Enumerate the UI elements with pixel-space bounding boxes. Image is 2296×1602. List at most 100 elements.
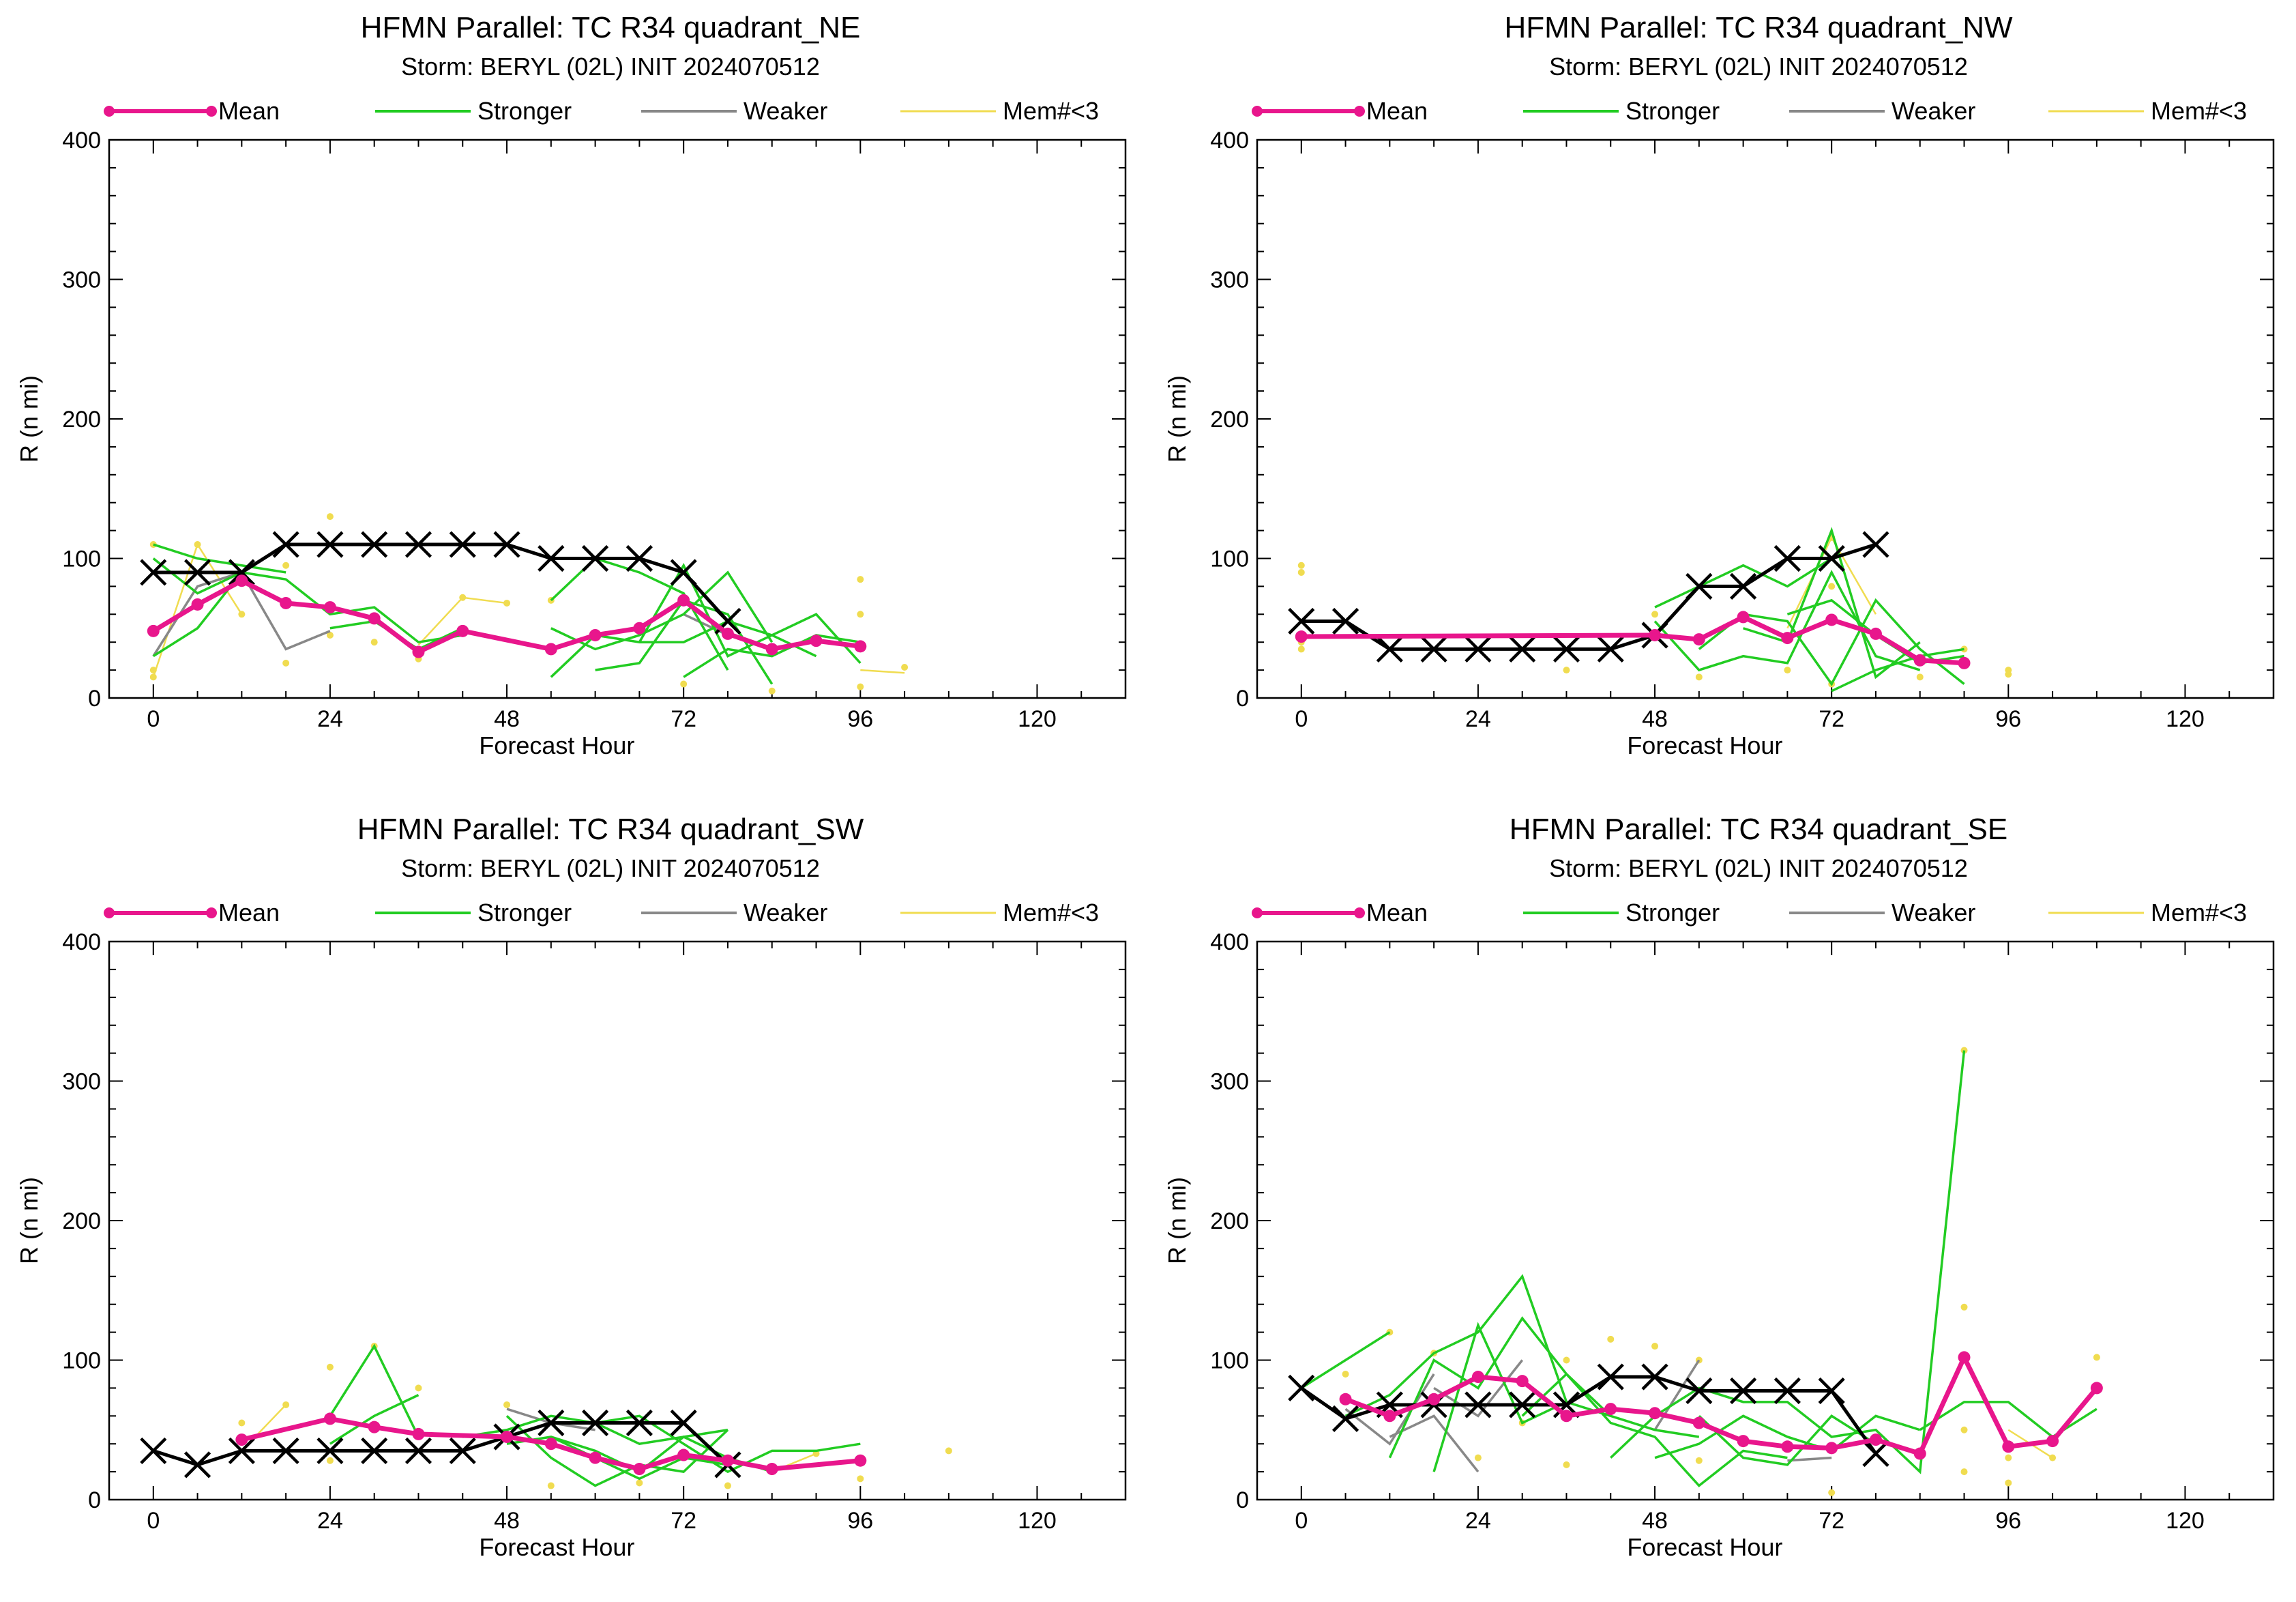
chart-legend: Mean Stronger Weaker Mem#<3 — [1252, 97, 2247, 125]
x-tick-label: 48 — [1642, 1508, 1668, 1534]
mean-line — [241, 1416, 861, 1472]
y-tick-label: 400 — [62, 929, 101, 955]
chart-subtitle: Storm: BERYL (02L) INIT 2024070512 — [401, 854, 820, 882]
obs-marker-0 — [1288, 607, 1315, 635]
few-member-point-12 — [503, 599, 511, 607]
obs-marker-13 — [1862, 531, 1889, 558]
stronger-member-line-4 — [1521, 1372, 1788, 1487]
mean-point-2 — [1692, 633, 1705, 646]
few-member-point-3 — [194, 541, 201, 549]
chart-legend: Mean Stronger Weaker Mem#<3 — [104, 899, 1099, 927]
y-tick-label: 400 — [62, 128, 101, 154]
few-member-point-12 — [1828, 1489, 1836, 1496]
mean-point-7 — [1913, 654, 1926, 667]
obs-marker-6 — [404, 1437, 432, 1465]
obs-marker-2 — [1376, 635, 1403, 663]
obs-marker-10 — [582, 1409, 609, 1437]
legend-marker-mean-end — [206, 106, 217, 117]
obs-marker-2 — [228, 1437, 255, 1465]
stronger-member-line-8 — [1698, 1414, 1876, 1466]
few-member-point-20 — [2049, 1454, 2057, 1461]
obs-line — [153, 1421, 729, 1467]
mean-point-2 — [235, 574, 248, 587]
stronger-member-line-7 — [1919, 1401, 2098, 1439]
few-member-point-11 — [1916, 673, 1924, 681]
axis-ticks — [1257, 139, 2274, 699]
mean-point-5 — [1825, 613, 1838, 626]
y-tick-label: 0 — [88, 1487, 101, 1513]
y-axis-label: R (n mi) — [1163, 1177, 1191, 1264]
mean-point-7 — [1649, 1407, 1662, 1420]
mean-point-12 — [721, 627, 734, 640]
obs-marker-12 — [670, 559, 697, 586]
mean-point-11 — [854, 1454, 867, 1467]
obs-line — [1300, 1375, 1878, 1455]
few-member-point-5 — [1651, 611, 1659, 618]
stronger-member-line-8 — [683, 634, 861, 678]
y-axis-label: R (n mi) — [15, 1177, 43, 1264]
x-tick-label: 96 — [847, 1508, 873, 1534]
obs-marker-0 — [140, 559, 167, 586]
chart-panel-nw: HFMN Parallel: TC R34 quadrant_NW Storm: … — [1163, 11, 2275, 759]
few-member-point-17 — [1960, 1468, 1968, 1476]
weaker-member-line-1 — [1389, 1414, 1480, 1473]
mean-point-4 — [323, 601, 336, 614]
few-member-point-5 — [1563, 1461, 1570, 1468]
few-member-point-0 — [1297, 562, 1305, 569]
obs-marker-8 — [493, 531, 520, 558]
mean-point-8 — [1692, 1416, 1705, 1429]
mean-point-6 — [1604, 1403, 1617, 1416]
x-tick-label: 48 — [494, 1508, 520, 1534]
few-member-point-0 — [1342, 1370, 1349, 1378]
mean-point-13 — [765, 643, 778, 656]
y-tick-label: 200 — [1210, 407, 1249, 433]
weaker-member-line-4 — [1787, 1456, 1832, 1462]
obs-marker-3 — [1420, 635, 1447, 663]
obs-marker-12 — [1818, 1377, 1845, 1405]
x-axis-label: Forecast Hour — [479, 1533, 634, 1561]
few-member-point-12 — [857, 1475, 864, 1483]
series-layer — [1288, 527, 2012, 693]
series-layer — [140, 1343, 952, 1489]
obs-marker-9 — [538, 544, 565, 572]
few-member-point-0 — [238, 1419, 246, 1427]
mean-point-14 — [810, 635, 823, 647]
mean-point-14 — [1958, 1351, 1971, 1364]
legend-marker-mean-start — [1252, 907, 1263, 918]
chart-panel-se: HFMN Parallel: TC R34 quadrant_SE Storm: … — [1163, 813, 2275, 1561]
stronger-member-line-6 — [1654, 1414, 1921, 1459]
mean-point-1 — [1649, 628, 1662, 641]
obs-marker-3 — [272, 531, 299, 558]
stronger-member-line-3 — [1432, 1322, 1700, 1472]
legend-label-few: Mem#<3 — [2151, 97, 2247, 125]
few-member-point-10 — [1695, 1457, 1703, 1464]
mean-point-5 — [368, 612, 381, 625]
obs-marker-10 — [1730, 572, 1757, 600]
mean-point-9 — [1737, 1435, 1750, 1448]
mean-point-3 — [412, 1427, 425, 1440]
mean-point-3 — [1737, 611, 1750, 624]
chart-panel-ne: HFMN Parallel: TC R34 quadrant_NE Storm: … — [15, 11, 1127, 759]
obs-marker-6 — [1552, 635, 1580, 663]
x-tick-label: 0 — [147, 1508, 160, 1534]
mean-point-8 — [544, 643, 557, 656]
mean-point-11 — [677, 594, 690, 607]
y-tick-label: 400 — [1210, 929, 1249, 955]
mean-point-9 — [589, 628, 602, 641]
x-tick-label: 48 — [1642, 706, 1668, 732]
mean-point-4 — [501, 1430, 514, 1443]
few-member-point-14 — [680, 680, 688, 688]
stronger-member-line-0 — [329, 1394, 420, 1445]
stronger-member-line-6 — [506, 1436, 728, 1481]
x-tick-label: 120 — [1018, 706, 1057, 732]
obs-marker-9 — [1686, 572, 1713, 600]
chart-title: HFMN Parallel: TC R34 quadrant_SW — [357, 813, 864, 846]
stronger-member-line-9 — [550, 570, 774, 651]
few-member-point-8 — [636, 1479, 643, 1487]
obs-marker-1 — [183, 559, 211, 586]
obs-marker-11 — [625, 1409, 653, 1437]
few-member-point-4 — [1563, 667, 1570, 674]
y-axis-label: R (n mi) — [15, 375, 43, 463]
mean-point-16 — [2046, 1435, 2059, 1448]
x-tick-label: 0 — [1295, 1508, 1308, 1534]
